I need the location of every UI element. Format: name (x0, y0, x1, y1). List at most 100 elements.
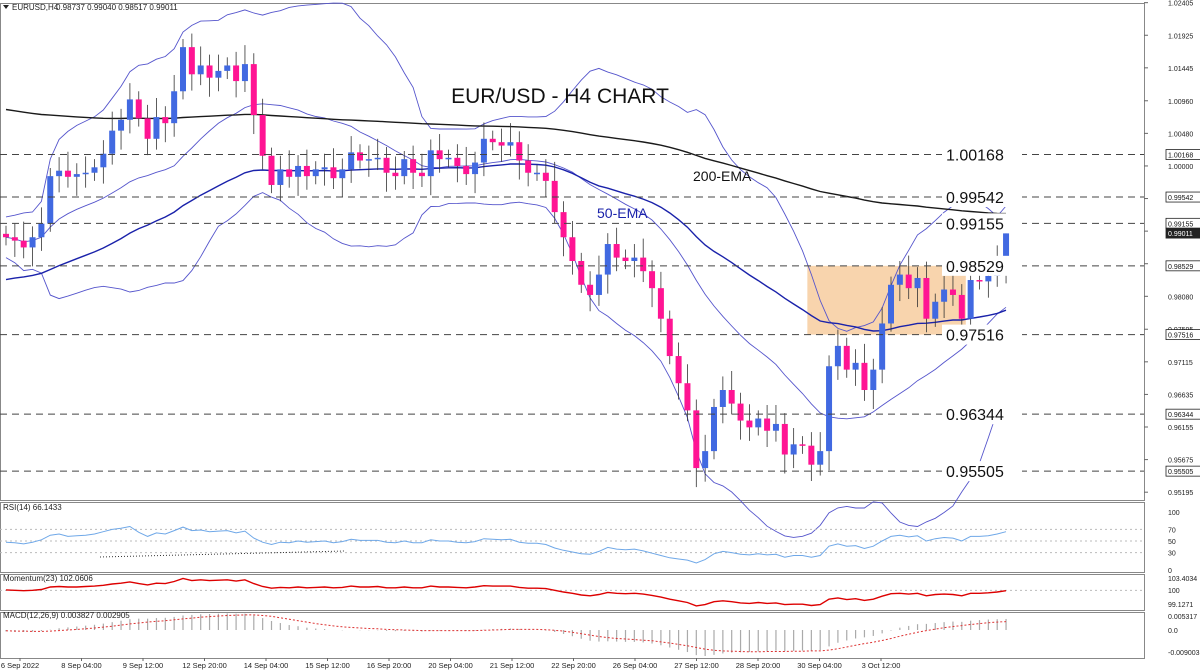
candle-body (47, 176, 54, 224)
candle-body (91, 167, 98, 173)
candle-body (73, 174, 80, 177)
price-tag-label: 0.95505 (1168, 469, 1193, 476)
candle-body (268, 155, 275, 185)
ema200-label: 200-EMA (693, 168, 752, 184)
candle-body (764, 418, 771, 431)
candle-body (958, 294, 965, 319)
candle-body (693, 410, 700, 469)
candle-body (711, 406, 717, 452)
candle-body (109, 130, 116, 154)
candle-body (418, 172, 425, 177)
ema50-label: 50-EMA (597, 205, 648, 221)
candle-body (250, 64, 257, 116)
x-tick-label: 14 Sep 04:00 (244, 661, 289, 670)
rsi-tick-label: 70 (1168, 527, 1176, 534)
rsi-tick-label: 50 (1168, 539, 1176, 546)
y-tick-label: 1.00000 (1168, 164, 1193, 171)
candle-body (171, 91, 178, 124)
candle-body (463, 165, 470, 175)
candle-body (188, 47, 195, 75)
chart-title: EUR/USD - H4 CHART (451, 85, 669, 108)
rsi-tick-label: 30 (1168, 551, 1176, 558)
price-tag-label: 1.00168 (1168, 153, 1193, 160)
price-tag (1165, 227, 1200, 239)
candle-body (480, 138, 487, 163)
candle-body (144, 118, 151, 139)
candle-body (472, 162, 479, 175)
level-label-bg (942, 404, 1022, 425)
rsi-line (5, 525, 1007, 564)
price-tag (1165, 260, 1200, 272)
y-tick-label: 1.02405 (1168, 1, 1193, 8)
candle-body (790, 444, 797, 455)
level-label-bg (942, 213, 1022, 234)
price-tag-label: 0.98529 (1168, 264, 1193, 271)
x-tick-label: 27 Sep 12:00 (674, 661, 719, 670)
bollinger-middle (5, 103, 1007, 420)
macd-signal-line (5, 614, 1007, 653)
candle-body (295, 165, 302, 177)
pane-frame (0, 3, 1145, 501)
bollinger-lower (5, 192, 1007, 538)
candle-body (38, 223, 45, 238)
candle-body (445, 157, 452, 160)
candle-body (595, 274, 602, 295)
candle-body (826, 366, 833, 452)
candle-body (277, 169, 284, 185)
price-tag (1165, 149, 1200, 160)
y-tick-label: 0.95675 (1168, 458, 1193, 465)
x-tick-label: 8 Sep 04:00 (61, 661, 101, 670)
price-tag (1165, 465, 1200, 477)
price-tag-label: 0.99542 (1168, 195, 1193, 202)
level-label: 0.98529 (946, 259, 1004, 276)
rsi-divergence-line (99, 550, 346, 558)
candle-body (241, 64, 248, 82)
candle-body (949, 289, 956, 295)
candle-body (180, 47, 186, 92)
symbol-dropdown-icon[interactable] (3, 5, 9, 9)
candle-body (427, 150, 434, 177)
momentum-tick-label: 100 (1168, 588, 1180, 595)
pane-frame (0, 502, 1145, 573)
candle-body (3, 233, 9, 238)
macd-tick-label: 0.0 (1168, 628, 1178, 635)
candle-body (454, 157, 461, 166)
price-tag-label: 0.96344 (1168, 412, 1193, 419)
x-tick-label: 9 Sep 12:00 (123, 661, 163, 670)
momentum-line (5, 577, 1007, 607)
x-tick-label: 21 Sep 12:00 (490, 661, 535, 670)
candle-body (702, 451, 709, 469)
candle-body (135, 99, 142, 119)
candle-body (162, 117, 169, 124)
candle-body (118, 119, 125, 131)
candle-body (374, 157, 381, 160)
candle-body (799, 444, 806, 446)
candle-body (967, 280, 974, 319)
candle-body (365, 159, 372, 161)
candle-body (861, 362, 868, 391)
macd-tick-label: 0.005317 (1168, 614, 1197, 621)
candle-body (649, 271, 656, 289)
level-label: 1.00168 (946, 148, 1004, 165)
price-tag (1165, 408, 1200, 420)
y-tick-label: 0.96635 (1168, 392, 1193, 399)
candle-body (197, 65, 204, 75)
candle-body (941, 289, 948, 302)
candle-body (330, 167, 337, 179)
level-label-bg (942, 187, 1022, 208)
candle-body (870, 369, 877, 391)
candle-body (489, 138, 496, 143)
y-tick-label: 1.01925 (1168, 33, 1193, 40)
x-tick-label: 20 Sep 04:00 (428, 661, 473, 670)
candle-body (82, 172, 89, 175)
level-label: 0.99542 (946, 190, 1004, 207)
candle-body (259, 115, 266, 156)
x-tick-label: 26 Sep 04:00 (613, 661, 658, 670)
candle-body (153, 117, 160, 139)
candle-body (675, 356, 682, 384)
momentum-tick-label: 103.4034 (1168, 576, 1197, 583)
candle-body (401, 159, 408, 177)
candle-body (781, 423, 788, 455)
candle-body (392, 172, 399, 177)
macd-tick-label: -0.009003 (1168, 650, 1200, 657)
